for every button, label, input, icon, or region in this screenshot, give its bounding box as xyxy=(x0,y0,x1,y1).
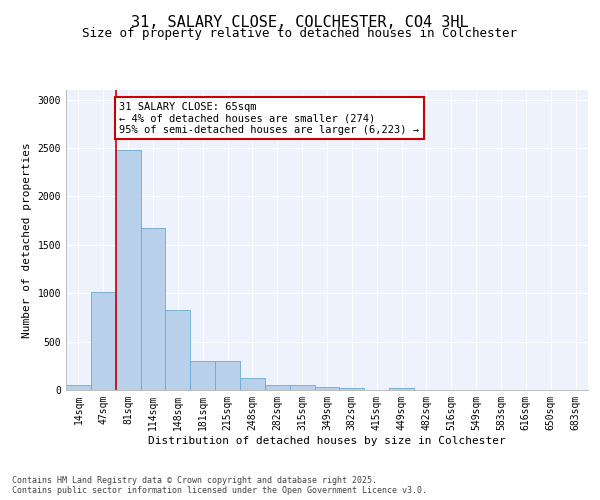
Bar xyxy=(166,310,190,390)
Bar xyxy=(314,387,340,390)
Bar xyxy=(116,150,140,390)
Bar xyxy=(389,388,414,390)
Text: 31 SALARY CLOSE: 65sqm
← 4% of detached houses are smaller (274)
95% of semi-det: 31 SALARY CLOSE: 65sqm ← 4% of detached … xyxy=(119,102,419,135)
Bar xyxy=(190,362,215,390)
Text: Contains HM Land Registry data © Crown copyright and database right 2025.
Contai: Contains HM Land Registry data © Crown c… xyxy=(12,476,427,495)
Text: Size of property relative to detached houses in Colchester: Size of property relative to detached ho… xyxy=(83,28,517,40)
Bar xyxy=(91,292,116,390)
Bar xyxy=(290,385,314,390)
Bar xyxy=(340,388,364,390)
Bar xyxy=(265,384,290,390)
Text: 31, SALARY CLOSE, COLCHESTER, CO4 3HL: 31, SALARY CLOSE, COLCHESTER, CO4 3HL xyxy=(131,15,469,30)
Y-axis label: Number of detached properties: Number of detached properties xyxy=(22,142,32,338)
X-axis label: Distribution of detached houses by size in Colchester: Distribution of detached houses by size … xyxy=(148,436,506,446)
Bar xyxy=(140,228,166,390)
Bar xyxy=(66,385,91,390)
Bar xyxy=(240,378,265,390)
Bar xyxy=(215,362,240,390)
